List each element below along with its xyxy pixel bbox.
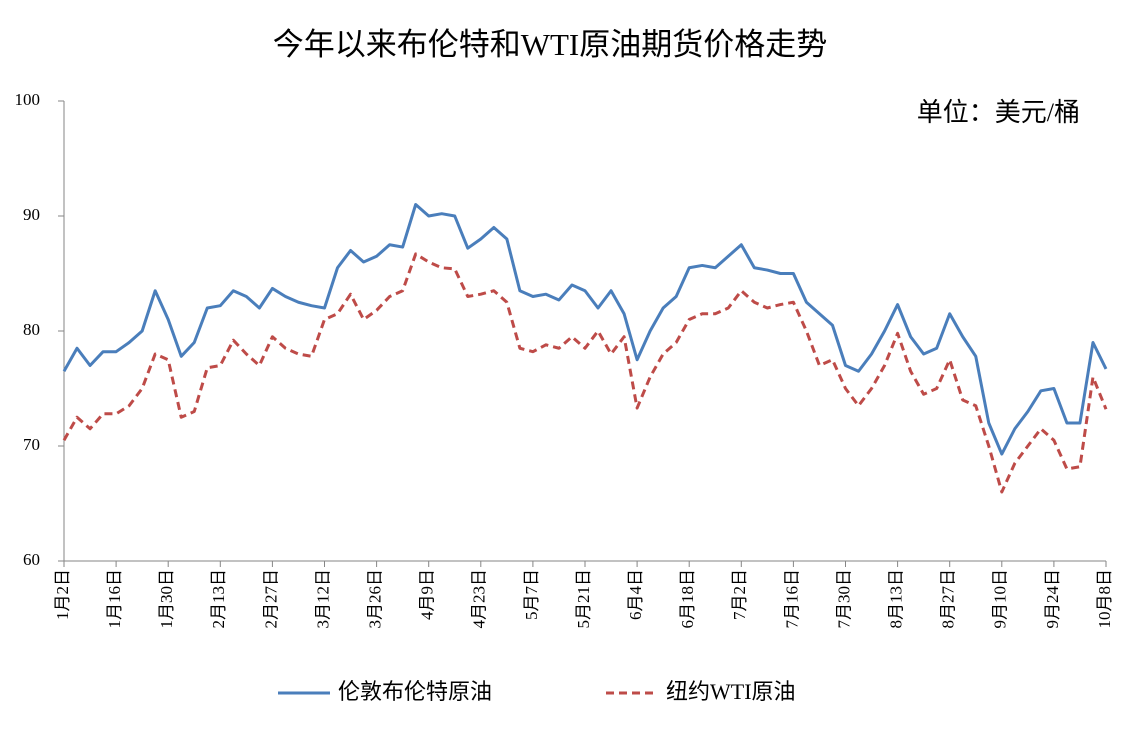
x-tick-label: 8月13日 (887, 569, 906, 629)
x-tick-label: 9月10日 (991, 569, 1010, 629)
legend-label: 纽约WTI原油 (666, 679, 796, 704)
x-tick-label: 4月9日 (418, 569, 437, 620)
x-tick-label: 10月8日 (1095, 569, 1114, 629)
y-tick-label: 80 (23, 320, 40, 339)
chart-title: 今年以来布伦特和WTI原油期货价格走势 (273, 27, 828, 62)
x-tick-label: 7月16日 (782, 569, 801, 629)
x-tick-label: 7月30日 (834, 569, 853, 629)
legend-label: 伦敦布伦特原油 (338, 679, 492, 704)
x-tick-label: 3月26日 (366, 569, 385, 629)
x-tick-label: 6月18日 (678, 569, 697, 629)
unit-label: 单位：美元/桶 (917, 98, 1080, 127)
y-tick-label: 60 (23, 550, 40, 569)
y-tick-label: 90 (23, 205, 40, 224)
x-tick-label: 1月16日 (105, 569, 124, 629)
x-tick-label: 5月21日 (574, 569, 593, 629)
x-tick-label: 1月2日 (53, 569, 72, 620)
x-tick-label: 1月30日 (157, 569, 176, 629)
y-tick-label: 100 (15, 90, 41, 109)
x-tick-label: 4月23日 (470, 569, 489, 629)
series-line (62, 203, 1108, 456)
x-tick-label: 2月27日 (261, 569, 280, 629)
x-tick-label: 3月12日 (313, 569, 332, 629)
x-tick-label: 7月2日 (730, 569, 749, 620)
y-tick-label: 70 (23, 435, 40, 454)
x-tick-label: 8月27日 (939, 569, 958, 629)
x-tick-label: 6月4日 (626, 569, 645, 620)
x-tick-label: 5月7日 (522, 569, 541, 620)
x-tick-label: 9月24日 (1043, 569, 1062, 629)
x-tick-label: 2月13日 (209, 569, 228, 629)
series-line (62, 252, 1108, 494)
